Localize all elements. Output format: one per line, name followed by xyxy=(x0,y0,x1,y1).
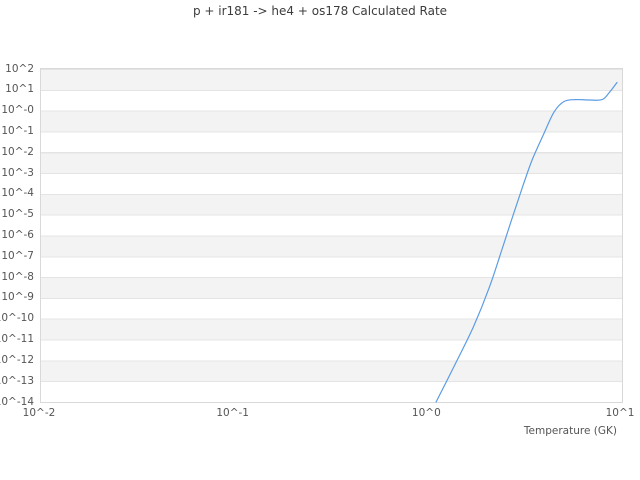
y-tick-label: 10^-3 xyxy=(1,166,34,179)
y-tick-label: 10^-14 xyxy=(0,395,34,408)
y-tick-label: 10^-1 xyxy=(1,124,34,137)
x-axis-title: Temperature (GK) xyxy=(523,425,617,437)
y-tick-label: 10^-6 xyxy=(1,229,34,241)
y-tick-label: 10^2 xyxy=(5,62,34,75)
y-tick-label: 10^-9 xyxy=(1,291,34,304)
y-tick-label: 10^-11 xyxy=(0,333,34,346)
y-tick-label: 10^-0 xyxy=(1,104,34,117)
y-tick-label: 10^-8 xyxy=(1,270,34,283)
y-tick-label: 10^-2 xyxy=(1,145,34,158)
y-tick-label: 10^-5 xyxy=(1,208,34,221)
x-tick-label: 10^0 xyxy=(411,407,441,419)
y-tick-label: 10^1 xyxy=(5,83,34,96)
y-tick-label: 10^-13 xyxy=(0,374,34,387)
x-tick-label: 10^-2 xyxy=(22,407,56,419)
plot-area xyxy=(40,68,623,403)
x-tick-label: 10^-1 xyxy=(216,407,249,419)
y-tick-label: 10^-12 xyxy=(0,353,34,366)
y-tick-label: 10^-10 xyxy=(0,312,34,325)
y-tick-label: 10^-4 xyxy=(1,187,34,200)
chart-title: p + ir181 -> he4 + os178 Calculated Rate xyxy=(192,4,448,18)
x-tick-label: 10^1 xyxy=(605,407,635,419)
y-tick-label: 10^-7 xyxy=(1,249,34,262)
